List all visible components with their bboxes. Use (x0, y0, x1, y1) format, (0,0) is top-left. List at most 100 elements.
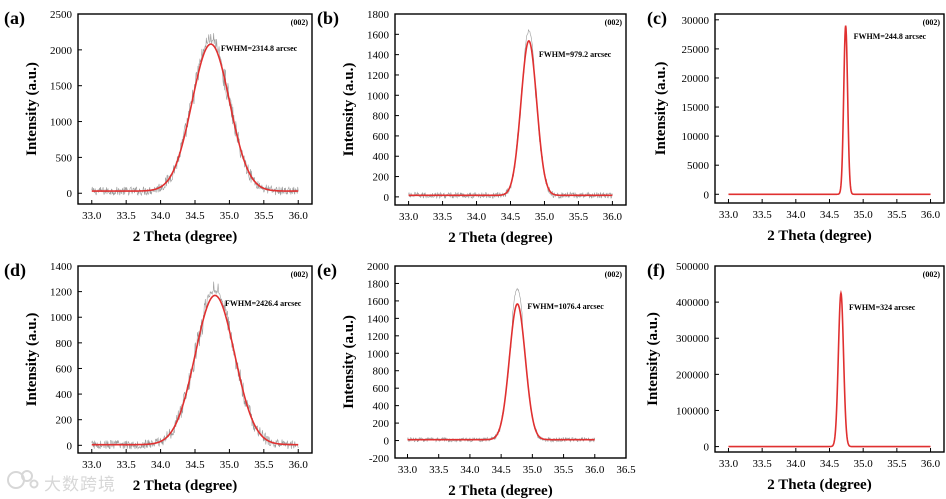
y-tick-label: 300000 (676, 333, 710, 345)
y-tick-label: 20000 (682, 73, 710, 85)
plot-frame (77, 265, 313, 454)
y-tick-label: 600 (373, 383, 390, 395)
y-tick-label: 30000 (682, 15, 710, 27)
y-tick-label: 2000 (367, 261, 390, 273)
x-tick-label: 34.0 (467, 211, 487, 223)
y-tick-label: 15000 (682, 102, 710, 114)
x-tick-label: 35.0 (854, 209, 874, 221)
y-tick-label: 400000 (676, 297, 710, 309)
panel-b: 33.0 33.5 34.0 34.5 35.0 35.5 36.0 0 200 400 600 80… (317, 8, 627, 246)
x-tick-label: 33.5 (117, 459, 137, 471)
y-axis-title: Intensity (a.u.) (341, 63, 357, 157)
x-tick-label: 35.5 (254, 459, 274, 471)
fit-line (91, 43, 299, 192)
y-tick-label: 0 (67, 440, 73, 452)
panel-label: (d) (4, 260, 26, 281)
y-tick-label: 1200 (367, 70, 390, 82)
peak-tag: (002) (923, 18, 941, 27)
x-axis-title: 2 Theta (degree) (767, 228, 871, 244)
plot-frame (394, 13, 627, 206)
y-tick-label: 400 (56, 389, 73, 401)
y-tick-label: 100000 (676, 405, 710, 417)
y-tick-label: 10000 (682, 131, 710, 143)
x-tick-label: 35.0 (220, 210, 240, 222)
peak-tag: (002) (923, 270, 941, 279)
y-tick-label: 2500 (50, 9, 73, 21)
x-tick-label: 34.5 (820, 209, 840, 221)
watermark: 大数跨境 (6, 466, 136, 496)
y-tick-label: 5000 (687, 160, 710, 172)
watermark-text: 大数跨境 (44, 475, 116, 495)
fit-line (728, 25, 931, 196)
plot-frame (394, 265, 627, 459)
x-tick-label: 33.0 (398, 464, 418, 476)
x-tick-label: 33.5 (433, 211, 453, 223)
y-tick-label: 1800 (367, 278, 390, 290)
plot-frame (77, 13, 313, 205)
y-tick-label: 800 (373, 111, 390, 123)
peak-tag: (002) (605, 270, 623, 279)
y-tick-label: 500 (56, 152, 73, 164)
y-axis-title: Intensity (a.u.) (645, 312, 661, 406)
x-axis-title: 2 Theta (degree) (767, 477, 871, 493)
x-tick-label: 34.0 (151, 459, 171, 471)
x-tick-label: 35.5 (887, 209, 907, 221)
x-tick-label: 35.5 (569, 211, 589, 223)
x-tick-label: 33.0 (719, 458, 739, 470)
x-tick-label: 34.5 (501, 211, 521, 223)
panel-label: (e) (317, 260, 337, 281)
y-tick-label: 1400 (367, 50, 390, 62)
y-tick-label: 400 (373, 151, 390, 163)
peak-tag: (002) (291, 18, 309, 27)
y-tick-label: 0 (384, 436, 390, 448)
watermark-logo-icon (7, 470, 39, 489)
x-tick-label: 34.5 (492, 464, 512, 476)
y-tick-label: -200 (369, 453, 390, 465)
fwhm-annotation: FWHM=2314.8 arcsec (221, 44, 298, 53)
panel-label: (c) (647, 8, 667, 29)
panel-f: 33.0 33.5 34.0 34.5 35.0 35.5 36.0 0 100000 20000… (645, 260, 945, 493)
y-tick-label: 0 (384, 192, 390, 204)
y-tick-label: 500000 (676, 261, 710, 273)
fwhm-annotation: FWHM=324 arcsec (849, 303, 916, 312)
x-tick-label: 35.5 (887, 458, 907, 470)
fit-line (408, 40, 613, 197)
x-axis-title: 2 Theta (degree) (448, 483, 552, 499)
y-tick-label: 1000 (50, 117, 73, 129)
x-tick-label: 35.0 (523, 464, 543, 476)
y-axis-title: Intensity (a.u.) (653, 62, 669, 156)
fwhm-annotation: FWHM=2426.4 arcsec (225, 299, 302, 308)
x-tick-label: 34.0 (786, 209, 806, 221)
fit-line (407, 303, 595, 441)
panel-d: 33.0 33.5 34.0 34.5 35.0 35.5 36.0 0 200 400 600 80… (4, 260, 313, 494)
x-tick-label: 36.5 (616, 464, 636, 476)
panel-label: (b) (317, 8, 339, 29)
plot-frame (714, 265, 945, 453)
y-tick-label: 2000 (50, 45, 73, 57)
y-tick-label: 25000 (682, 44, 710, 56)
panel-label: (a) (4, 8, 25, 29)
plot-frame (714, 13, 945, 204)
y-tick-label: 800 (56, 338, 73, 350)
y-tick-label: 1400 (50, 261, 73, 273)
x-tick-label: 36.0 (289, 210, 309, 222)
x-tick-label: 34.5 (185, 210, 205, 222)
x-tick-label: 36.0 (921, 209, 941, 221)
y-tick-label: 1400 (367, 313, 390, 325)
y-tick-label: 200 (56, 415, 73, 427)
y-tick-label: 1000 (367, 348, 390, 360)
x-tick-label: 35.0 (220, 459, 240, 471)
x-tick-label: 33.5 (429, 464, 449, 476)
fwhm-annotation: FWHM=979.2 arcsec (539, 50, 612, 59)
x-tick-label: 33.5 (117, 210, 137, 222)
y-tick-label: 0 (704, 189, 710, 201)
x-tick-label: 33.5 (753, 458, 773, 470)
y-tick-label: 600 (56, 363, 73, 375)
y-tick-label: 1200 (50, 287, 73, 299)
y-tick-label: 200000 (676, 369, 710, 381)
x-axis-title: 2 Theta (degree) (133, 229, 237, 245)
y-axis-title: Intensity (a.u.) (341, 315, 357, 409)
peak-tag: (002) (291, 270, 309, 279)
y-tick-label: 1500 (50, 81, 73, 93)
